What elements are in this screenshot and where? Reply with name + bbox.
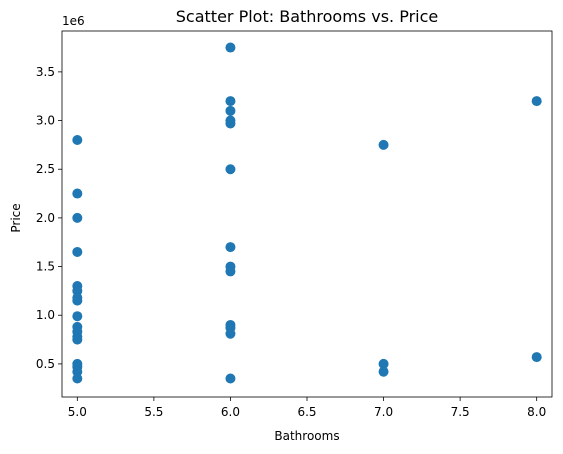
x-tick-label: 7.5 bbox=[451, 405, 470, 419]
x-axis-label: Bathrooms bbox=[274, 429, 339, 443]
x-tick-label: 6.0 bbox=[221, 405, 240, 419]
y-axis-label: Price bbox=[9, 203, 23, 232]
y-tick-label: 2.5 bbox=[36, 162, 55, 176]
plot-frame bbox=[61, 30, 553, 398]
y-tick-label: 1.0 bbox=[36, 308, 55, 322]
scatter-point bbox=[72, 246, 83, 257]
y-tick-label: 3.0 bbox=[36, 114, 55, 128]
x-tick-label: 5.0 bbox=[68, 405, 87, 419]
scatter-point bbox=[72, 295, 83, 306]
scatter-point bbox=[378, 139, 389, 150]
scatter-point bbox=[72, 135, 83, 146]
y-tick-label: 0.5 bbox=[36, 357, 55, 371]
x-tick-label: 8.0 bbox=[527, 405, 546, 419]
scatter-point bbox=[225, 242, 236, 253]
scatter-point bbox=[531, 96, 542, 107]
scatter-point bbox=[225, 42, 236, 53]
plot-area: 5.0 5.5 6.0 6.5 7.0 7.5 8.0 0.5 1.0 1.5 2.0 2.5 3.0 3… bbox=[36, 30, 553, 419]
x-tick-label: 5.5 bbox=[144, 405, 163, 419]
y-axis-offset-label: 1e6 bbox=[62, 14, 85, 28]
scatter-point bbox=[378, 358, 389, 369]
scatter-point bbox=[225, 105, 236, 116]
scatter-point bbox=[531, 352, 542, 363]
y-tick-label: 1.5 bbox=[36, 260, 55, 274]
chart-title: Scatter Plot: Bathrooms vs. Price bbox=[176, 7, 438, 26]
scatter-point bbox=[378, 366, 389, 377]
y-tick-label: 2.0 bbox=[36, 211, 55, 225]
scatter-point bbox=[225, 328, 236, 339]
scatter-point bbox=[72, 334, 83, 345]
scatter-point bbox=[225, 118, 236, 129]
scatter-point bbox=[225, 96, 236, 107]
x-tick-label: 7.0 bbox=[374, 405, 393, 419]
y-tick-label: 3.5 bbox=[36, 65, 55, 79]
scatter-point bbox=[72, 311, 83, 322]
scatter-point bbox=[72, 188, 83, 199]
scatter-point bbox=[72, 212, 83, 223]
scatter-point bbox=[225, 164, 236, 175]
scatter-point bbox=[225, 266, 236, 277]
scatter-point bbox=[225, 373, 236, 384]
x-tick-label: 6.5 bbox=[297, 405, 316, 419]
scatter-point bbox=[72, 373, 83, 384]
